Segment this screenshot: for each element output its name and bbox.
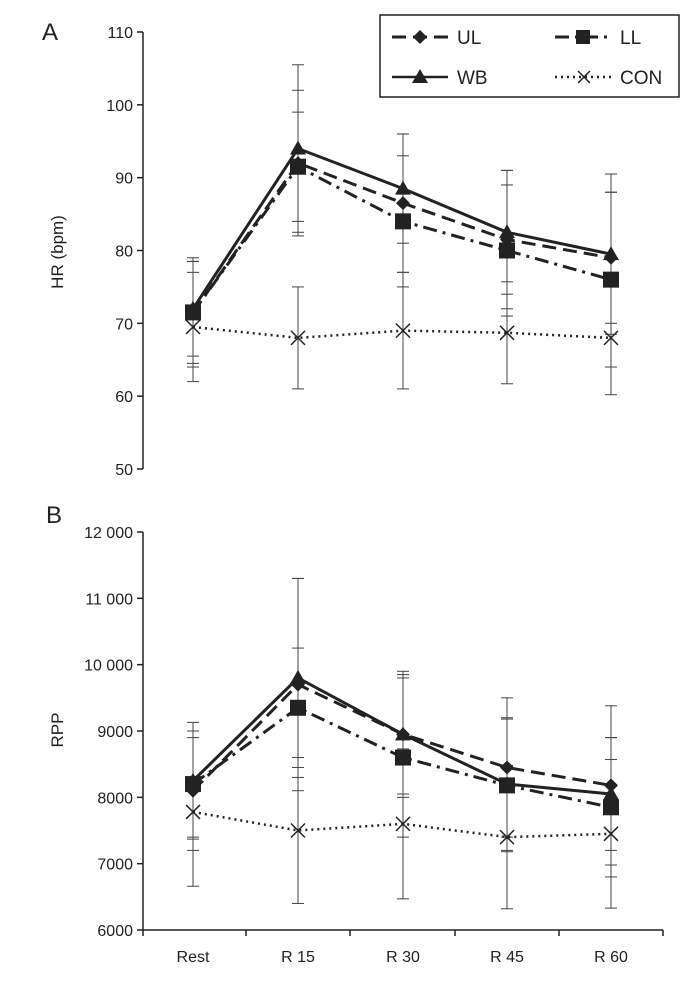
rpp-point-ul — [186, 783, 200, 798]
hr-point-wb — [499, 224, 515, 239]
hr-point-ll — [499, 242, 515, 259]
hr-point-con — [395, 323, 411, 339]
rpp-y-tick-label: 12 000 — [84, 525, 133, 542]
rpp-point-ul — [604, 778, 618, 793]
legend-wb-triangle-marker — [412, 69, 428, 83]
legend-item-ul: UL — [392, 28, 481, 49]
rpp-point-ll — [290, 699, 306, 716]
rpp-point-wb — [395, 726, 411, 741]
hr-y-tick-label: 80 — [115, 244, 133, 261]
legend: UL LL WB CON — [379, 14, 680, 98]
hr-point-ll — [395, 213, 411, 230]
legend-item-ll: LL — [555, 28, 641, 49]
legend-item-wb: WB — [392, 68, 488, 89]
hr-y-tick-label: 70 — [115, 316, 133, 333]
panel-a-ylabel: HR (bpm) — [48, 215, 67, 289]
rpp-x-tick-label: R 30 — [386, 949, 420, 966]
rpp-x-tick-label: Rest — [177, 949, 210, 966]
rpp-point-wb — [185, 772, 201, 787]
hr-y-tick-label: 110 — [107, 25, 133, 42]
rpp-point-con — [395, 816, 411, 832]
rpp-point-con — [499, 829, 515, 845]
panel-a-letter: A — [42, 19, 58, 46]
rpp-point-wb — [499, 776, 515, 791]
hr-point-wb — [603, 246, 619, 261]
legend-ll-square-marker — [576, 30, 590, 44]
rpp-point-ll — [395, 749, 411, 766]
legend-con-x-marker — [577, 70, 591, 84]
rpp-x-tick-label: R 45 — [490, 949, 524, 966]
hr-point-con — [499, 325, 515, 341]
rpp-y-tick-label: 11 000 — [85, 591, 133, 608]
rpp-x-tick-label: R 60 — [594, 949, 628, 966]
rpp-x-tick-label: R 15 — [281, 949, 315, 966]
hr-point-con — [290, 330, 306, 346]
legend-box — [379, 14, 680, 98]
rpp-y-tick-label: 7000 — [97, 857, 133, 874]
rpp-point-con — [603, 826, 619, 842]
rpp-point-wb — [603, 786, 619, 801]
rpp-point-ul — [500, 760, 514, 775]
legend-item-con: CON — [555, 68, 662, 89]
hr-point-wb — [290, 140, 306, 155]
hr-point-con — [185, 319, 201, 335]
rpp-point-ll — [603, 799, 619, 816]
rpp-y-tick-label: 9000 — [97, 724, 133, 741]
rpp-point-wb — [290, 669, 306, 684]
hr-y-tick-label: 50 — [115, 462, 133, 479]
rpp-point-con — [185, 804, 201, 820]
legend-ll-label: LL — [620, 28, 641, 49]
hr-point-ll — [603, 271, 619, 288]
panel-b-letter: B — [46, 502, 62, 529]
hr-point-ul — [291, 156, 305, 171]
panel-b-rpp-chart: 6000 7000 8000 9000 10 000 11 000 12 000 Rest R … — [84, 525, 664, 966]
legend-con-label: CON — [620, 68, 662, 89]
rpp-point-con — [290, 822, 306, 839]
hr-y-tick-label: 90 — [115, 171, 133, 188]
legend-wb-label: WB — [457, 68, 488, 89]
hr-y-tick-label: 60 — [115, 389, 133, 406]
rpp-y-tick-label: 10 000 — [84, 658, 133, 675]
rpp-y-tick-label: 8000 — [97, 790, 133, 807]
hr-point-wb — [395, 180, 411, 195]
legend-ul-label: UL — [457, 28, 481, 49]
rpp-y-tick-label: 6000 — [97, 923, 133, 940]
hr-point-con — [603, 330, 619, 346]
hr-y-tick-label: 100 — [106, 98, 133, 115]
hr-point-wb — [185, 300, 201, 315]
hr-point-ul — [396, 196, 410, 211]
legend-ul-diamond-marker — [413, 30, 427, 44]
panel-a-hr-chart: 50 60 70 80 90 100 110 — [106, 25, 619, 479]
panel-b-ylabel: RPP — [48, 713, 67, 748]
